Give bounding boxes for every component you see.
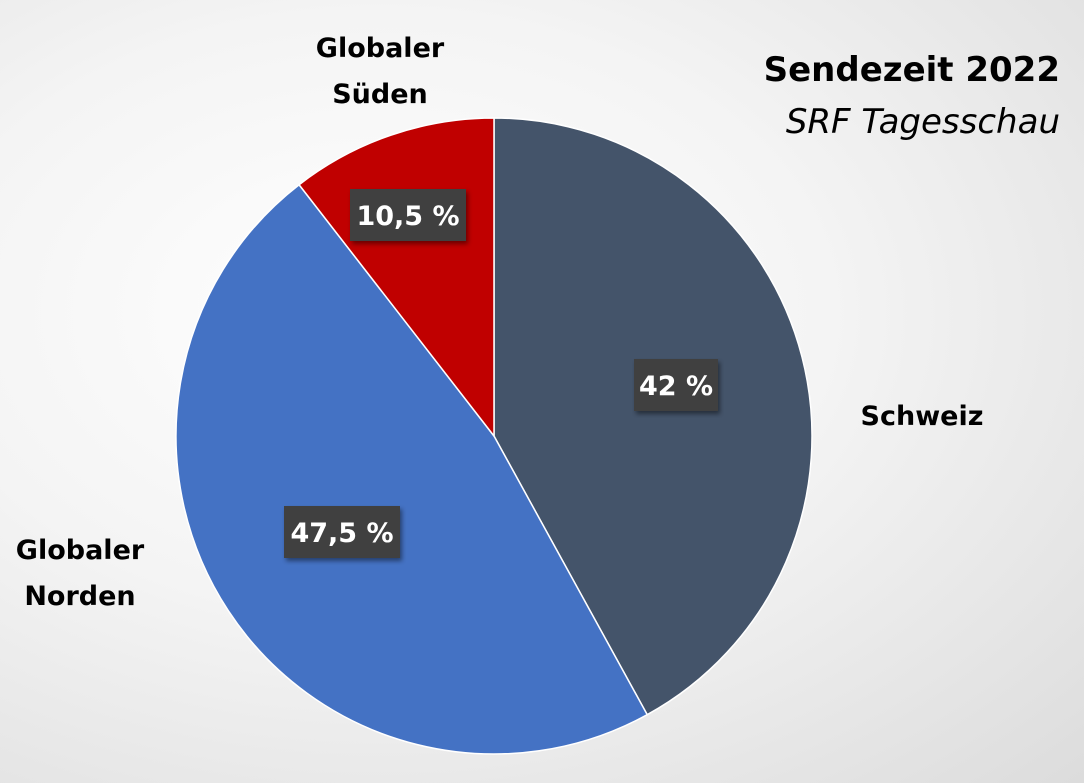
value-label-group: 42 % xyxy=(634,359,718,411)
value-label-box xyxy=(350,189,466,241)
chart-title: Sendezeit 2022 xyxy=(763,50,1060,90)
value-label-box xyxy=(284,506,400,558)
category-label: Norden xyxy=(24,581,135,612)
pie-slice-globaler-norden xyxy=(175,183,649,755)
chart-title-block: Sendezeit 2022 SRF Tagesschau xyxy=(764,44,1060,148)
chart-subtitle: SRF Tagesschau xyxy=(785,102,1060,142)
pie-slice-schweiz xyxy=(493,117,813,716)
value-label-group: 47,5 % xyxy=(284,506,400,558)
value-label-box xyxy=(634,359,718,411)
category-label: Süden xyxy=(332,79,428,110)
category-label: Globaler xyxy=(316,33,445,64)
category-label: Globaler xyxy=(16,535,145,566)
value-label-group: 10,5 % xyxy=(350,189,466,241)
value-label: 47,5 % xyxy=(290,518,393,549)
value-label: 42 % xyxy=(639,371,713,402)
category-label: Schweiz xyxy=(861,401,984,432)
value-label: 10,5 % xyxy=(356,201,459,232)
